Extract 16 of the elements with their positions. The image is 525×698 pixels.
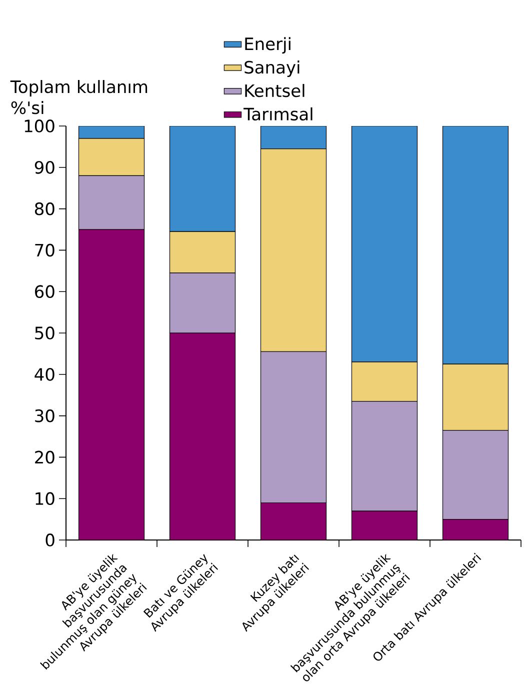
legend-label: Tarımsal (244, 107, 312, 121)
legend-label: Enerji (245, 37, 290, 54)
legend-label: Kentsel (245, 84, 304, 98)
legend-label: Sanayi (244, 60, 300, 77)
y-tick-label: 80 (34, 202, 54, 216)
y-tick-label: 40 (34, 368, 54, 381)
y-axis-title: Toplam kullanım %'si (10, 80, 148, 114)
y-tick-label: 0 (46, 534, 54, 546)
y-tick-label: 20 (35, 450, 54, 464)
y-tick-label: 50 (35, 326, 54, 340)
y-tick-label: 60 (35, 285, 54, 298)
y-tick-label: 70 (35, 244, 54, 257)
y-tick-label: 90 (34, 160, 54, 174)
y-tick-label: 100 (24, 120, 54, 132)
y-tick-label: 10 (36, 492, 54, 506)
y-tick-label: 30 (35, 409, 54, 422)
